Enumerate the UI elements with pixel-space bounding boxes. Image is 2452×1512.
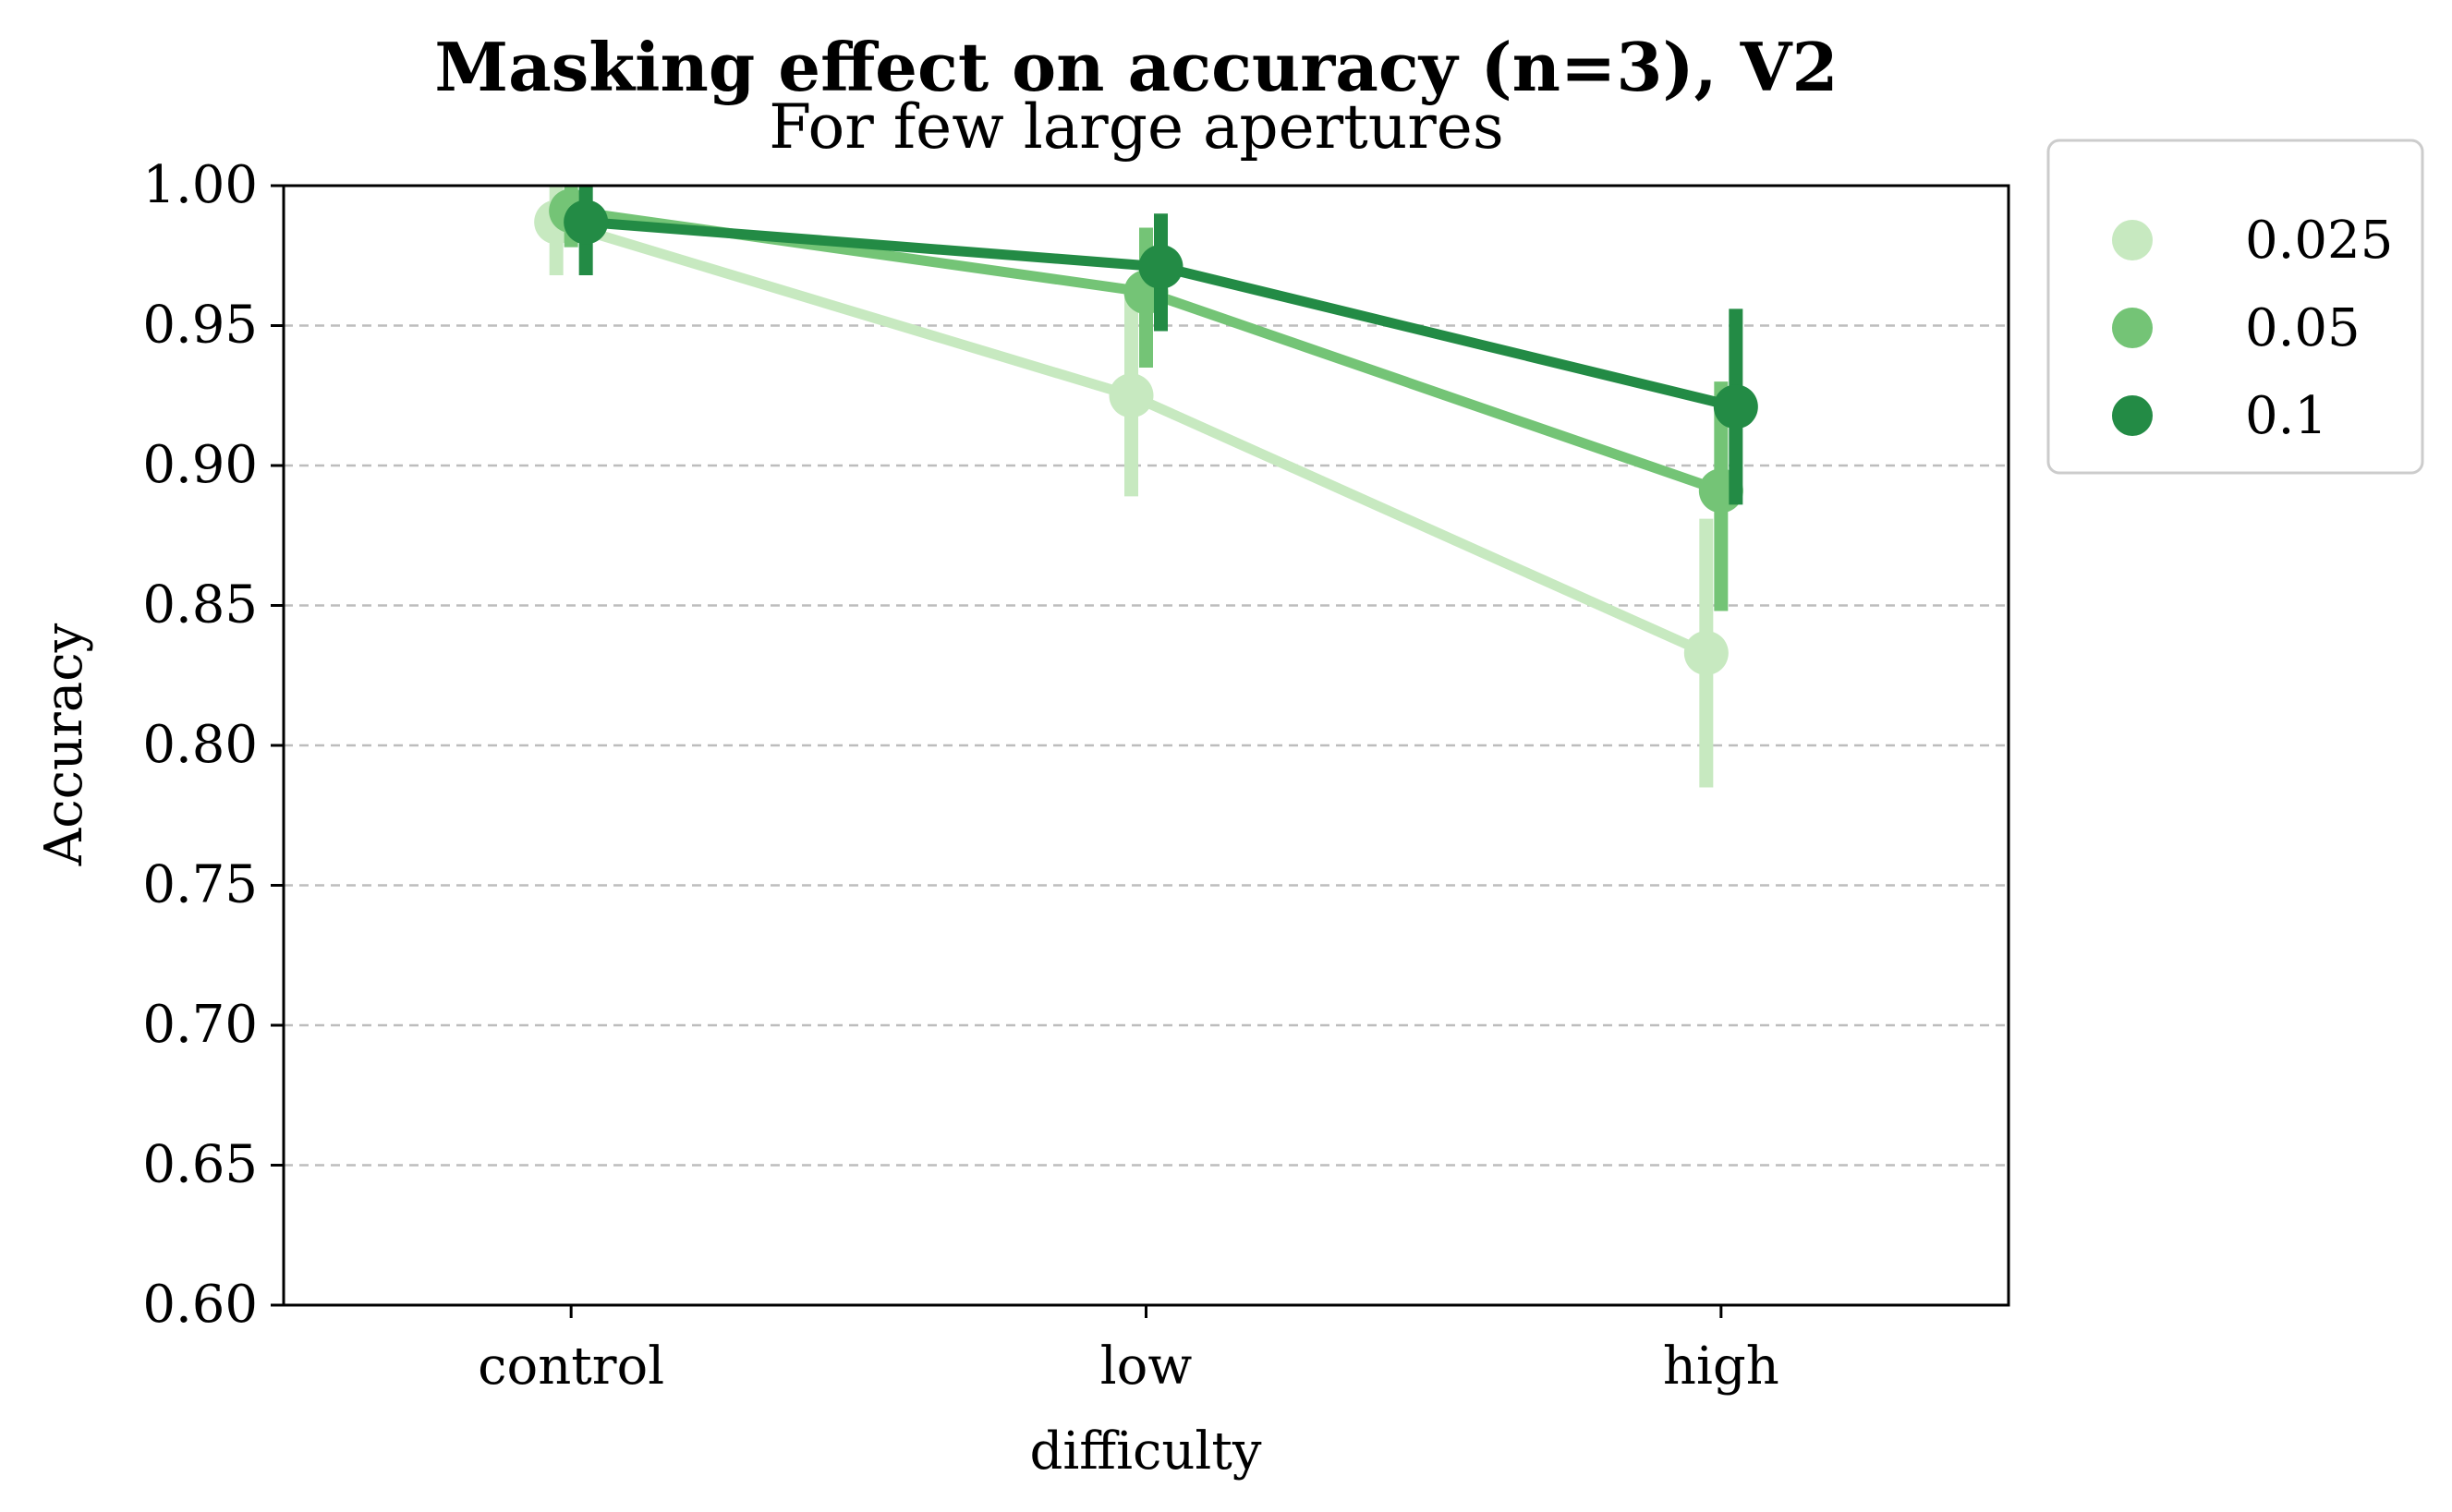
x-axis: control low high [478, 1305, 1779, 1397]
legend-frame [2046, 139, 2424, 475]
series-0.1 [564, 186, 1758, 505]
y-tick-label: 0.90 [142, 435, 258, 495]
data-point [1683, 631, 1729, 676]
y-axis: 0.60 0.65 0.70 0.75 0.80 0.85 0.90 0.95 1.00 [142, 155, 284, 1335]
y-tick-label: 0.85 [142, 575, 258, 635]
series-layer [534, 186, 1758, 788]
legend: 0.025 0.05 0.1 [2046, 139, 2424, 475]
x-axis-label: difficulty [1030, 1421, 1262, 1482]
chart-subtitle: For few large apertures [769, 91, 1503, 163]
y-tick-label: 0.75 [142, 855, 258, 915]
x-tick-label: high [1663, 1337, 1779, 1397]
x-tick-label: control [478, 1337, 664, 1397]
legend-label: 0.025 [2245, 211, 2393, 271]
legend-label: 0.05 [2245, 298, 2361, 358]
y-axis-label: Accuracy [34, 623, 94, 866]
chart-title: Masking effect on accuracy (n=3), V2 [434, 28, 1838, 106]
y-tick-label: 1.00 [142, 155, 258, 215]
data-point [564, 200, 609, 245]
legend-label: 0.1 [2245, 386, 2327, 446]
data-point [1109, 373, 1154, 418]
y-tick-label: 0.80 [142, 715, 258, 775]
y-tick-label: 0.70 [142, 995, 258, 1055]
y-tick-label: 0.95 [142, 296, 258, 356]
y-tick-label: 0.60 [142, 1275, 258, 1335]
data-point [1713, 384, 1758, 429]
legend-marker [2112, 220, 2153, 260]
y-tick-label: 0.65 [142, 1135, 258, 1195]
x-tick-label: low [1100, 1337, 1193, 1397]
legend-marker [2112, 395, 2153, 436]
grid [284, 324, 2009, 1167]
data-point [1138, 244, 1184, 289]
legend-marker [2112, 308, 2153, 348]
